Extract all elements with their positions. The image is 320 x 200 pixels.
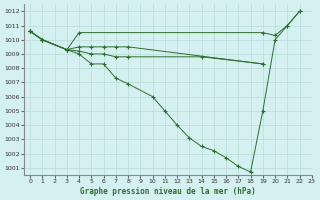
- X-axis label: Graphe pression niveau de la mer (hPa): Graphe pression niveau de la mer (hPa): [80, 187, 256, 196]
